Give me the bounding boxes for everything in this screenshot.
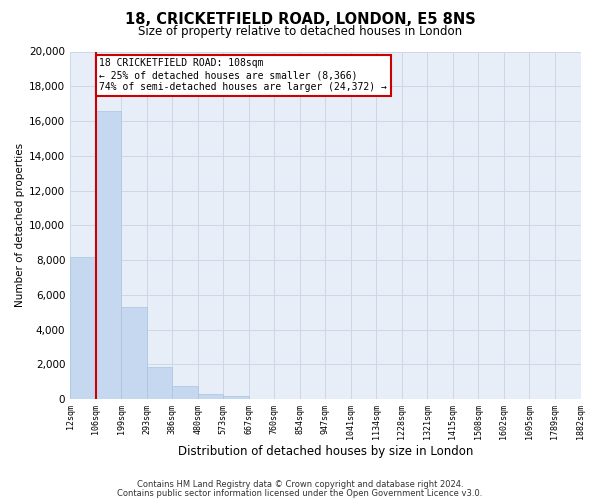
Y-axis label: Number of detached properties: Number of detached properties (15, 143, 25, 308)
Text: Contains HM Land Registry data © Crown copyright and database right 2024.: Contains HM Land Registry data © Crown c… (137, 480, 463, 489)
X-axis label: Distribution of detached houses by size in London: Distribution of detached houses by size … (178, 444, 473, 458)
Bar (172, 386, 198, 399)
Text: 18 CRICKETFIELD ROAD: 108sqm
← 25% of detached houses are smaller (8,366)
74% of: 18 CRICKETFIELD ROAD: 108sqm ← 25% of de… (100, 58, 388, 92)
Bar (70, 256, 95, 399)
Bar (121, 307, 147, 399)
Bar (223, 396, 249, 399)
Text: Size of property relative to detached houses in London: Size of property relative to detached ho… (138, 25, 462, 38)
Text: Contains public sector information licensed under the Open Government Licence v3: Contains public sector information licen… (118, 490, 482, 498)
Text: 18, CRICKETFIELD ROAD, LONDON, E5 8NS: 18, CRICKETFIELD ROAD, LONDON, E5 8NS (125, 12, 475, 28)
Bar (198, 394, 223, 399)
Bar (147, 367, 172, 399)
Bar (95, 110, 121, 399)
